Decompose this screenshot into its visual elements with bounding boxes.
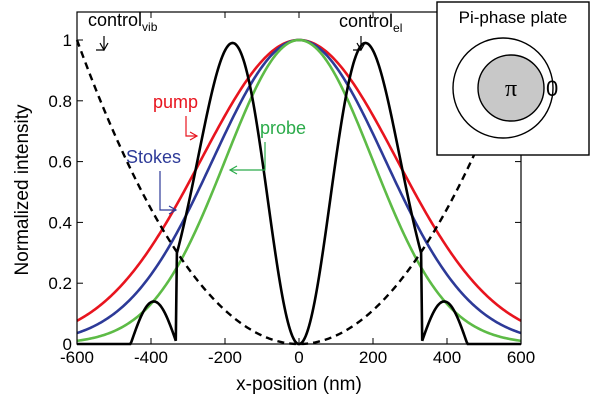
annotation-control-vib-label: controlvib [88,10,158,34]
x-tick-label: -600 [60,348,94,367]
annotation-control-vib-arrow [96,36,105,51]
y-tick-label: 0.6 [48,153,72,172]
axes-layer: -600 -400 -200 0 200 400 600 0 0.2 0.4 0.6 0.8 1 [48,11,535,367]
annotation-probe: probe [228,118,306,175]
annotation-stokes-label: Stokes [126,147,181,167]
y-tick-label: 0 [63,335,72,354]
annotation-control-vib: controlvib [88,10,158,52]
phase-plate-inset: Pi-phase plate π 0 [436,1,590,156]
annotation-control-el-label: controlel [339,11,402,35]
series-control-vib-line [75,39,523,346]
annotation-pump: pump [153,92,199,141]
x-tick-label: -400 [134,348,168,367]
inset-title: Pi-phase plate [459,8,568,27]
annotation-stokes-arrowhead [168,205,178,215]
x-tick-label: 600 [507,348,535,367]
y-tick-label: 0.4 [48,213,72,232]
annotation-control-vib-subscript: vib [142,20,158,34]
annotation-control-el: controlel [339,11,402,52]
annotation-pump-arrowhead [189,131,199,141]
x-tick-label: 400 [433,348,461,367]
y-tick-label: 0.8 [48,92,72,111]
x-tick-label: -200 [208,348,242,367]
annotation-pump-label: pump [153,92,198,112]
annotation-control-vib-arrowhead [99,42,109,52]
inner-phase-label: π [505,76,517,102]
annotation-probe-label: probe [260,118,306,138]
annotation-control-el-subscript: el [393,21,402,35]
x-tick-label: 0 [294,348,303,367]
annotation-stokes-arrow [159,171,176,211]
y-tick-label: 1 [63,31,72,50]
annotation-probe-arrow [230,142,266,171]
outer-phase-label: 0 [546,76,558,101]
y-tick-label: 0.2 [48,274,72,293]
y-axis-label: Normalized intensity [12,104,33,276]
annotation-probe-arrowhead [228,165,238,175]
annotation-control-el-arrow [353,36,362,51]
annotation-pump-arrow [185,116,197,137]
inner-zone-circle [477,54,545,122]
annotation-control-el-arrowhead [356,42,366,52]
series-probe-line [76,38,522,343]
x-tick-label: 200 [359,348,387,367]
annotation-stokes: Stokes [126,147,181,215]
x-axis-label: x-position (nm) [236,374,362,395]
